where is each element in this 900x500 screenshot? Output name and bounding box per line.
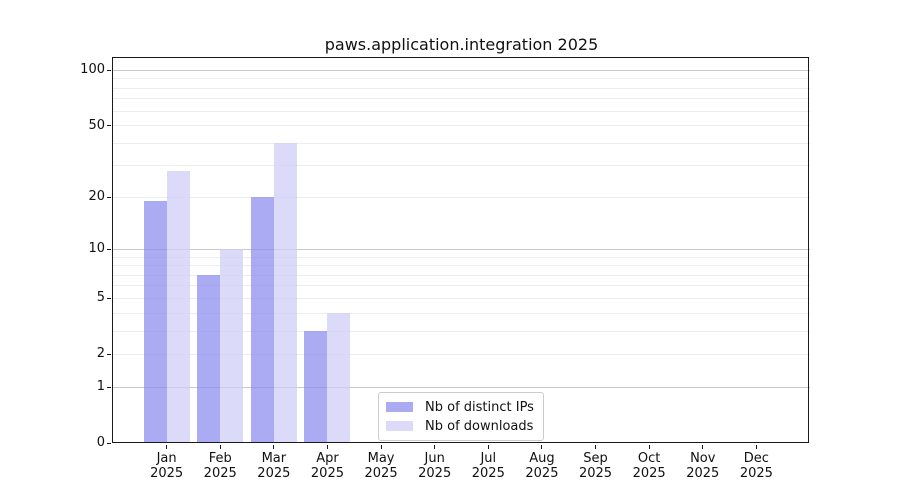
x-tick-year: 2025 — [203, 466, 237, 481]
x-tick-year: 2025 — [418, 466, 452, 481]
x-tick-month: Nov — [690, 451, 716, 466]
y-tick-label: 20 — [88, 189, 105, 205]
x-tick-mark — [166, 444, 168, 449]
x-tick-year: 2025 — [471, 466, 505, 481]
y-tick-label: 2 — [96, 346, 105, 362]
x-tick-label: Feb 2025 — [192, 451, 248, 481]
x-tick-year: 2025 — [525, 466, 559, 481]
x-tick-month: Jul — [480, 451, 497, 466]
x-tick-mark — [219, 444, 221, 449]
x-tick-month: Jan — [156, 451, 177, 466]
x-tick-year: 2025 — [364, 466, 398, 481]
chart-title: paws.application.integration 2025 — [324, 35, 599, 54]
x-tick-label: Sep 2025 — [568, 451, 624, 481]
y-tick-mark — [107, 353, 111, 355]
x-tick-month: Dec — [743, 451, 769, 466]
x-tick-month: Jun — [424, 451, 445, 466]
x-tick-mark — [380, 444, 382, 449]
x-tick-label: Aug 2025 — [514, 451, 570, 481]
y-tick-mark — [107, 386, 111, 388]
x-tick-mark — [702, 444, 704, 449]
x-tick-year: 2025 — [150, 466, 184, 481]
y-tick-label: 50 — [88, 117, 105, 133]
x-tick-year: 2025 — [257, 466, 291, 481]
legend-label-distinct-ips: Nb of distinct IPs — [425, 399, 534, 415]
legend-swatch-downloads — [386, 421, 413, 431]
x-tick-year: 2025 — [686, 466, 720, 481]
x-tick-year: 2025 — [739, 466, 773, 481]
x-tick-year: 2025 — [310, 466, 344, 481]
y-tick-label: 1 — [96, 379, 105, 395]
x-tick-mark — [541, 444, 543, 449]
y-tick-mark — [107, 297, 111, 299]
x-tick-mark — [595, 444, 597, 449]
y-tick-label: 0 — [96, 435, 105, 450]
x-tick-mark — [326, 444, 328, 449]
y-tick-label: 100 — [80, 62, 105, 78]
x-tick-mark — [273, 444, 275, 449]
legend: Nb of distinct IPs Nb of downloads — [378, 392, 544, 441]
x-tick-label: May 2025 — [353, 451, 409, 481]
x-tick-label: Apr 2025 — [299, 451, 355, 481]
y-tick-mark — [107, 196, 111, 198]
x-tick-month: May — [367, 451, 395, 466]
x-tick-label: Jun 2025 — [407, 451, 463, 481]
x-tick-month: Mar — [261, 451, 287, 466]
x-tick-month: Aug — [529, 451, 555, 466]
x-tick-mark — [487, 444, 489, 449]
x-tick-mark — [434, 444, 436, 449]
x-tick-label: Dec 2025 — [728, 451, 784, 481]
plot-frame — [112, 57, 809, 443]
y-tick-mark — [107, 125, 111, 127]
y-tick-label: 5 — [96, 290, 105, 306]
x-tick-month: Sep — [583, 451, 608, 466]
x-tick-label: Nov 2025 — [675, 451, 731, 481]
x-tick-year: 2025 — [632, 466, 666, 481]
y-tick-mark — [107, 248, 111, 250]
x-tick-month: Oct — [637, 451, 661, 466]
y-tick-mark — [107, 69, 111, 71]
x-tick-label: Mar 2025 — [246, 451, 302, 481]
legend-row-distinct-ips: Nb of distinct IPs — [386, 398, 534, 416]
x-tick-label: Jul 2025 — [460, 451, 516, 481]
x-tick-month: Feb — [208, 451, 232, 466]
legend-row-downloads: Nb of downloads — [386, 417, 534, 435]
x-tick-month: Apr — [316, 451, 339, 466]
legend-label-downloads: Nb of downloads — [425, 418, 534, 434]
x-tick-year: 2025 — [578, 466, 613, 481]
y-tick-label: 10 — [88, 241, 105, 257]
y-tick-mark — [107, 442, 111, 444]
x-tick-label: Oct 2025 — [621, 451, 677, 481]
x-tick-label: Jan 2025 — [139, 451, 195, 481]
x-tick-mark — [648, 444, 650, 449]
legend-swatch-distinct-ips — [386, 402, 413, 412]
x-tick-mark — [755, 444, 757, 449]
